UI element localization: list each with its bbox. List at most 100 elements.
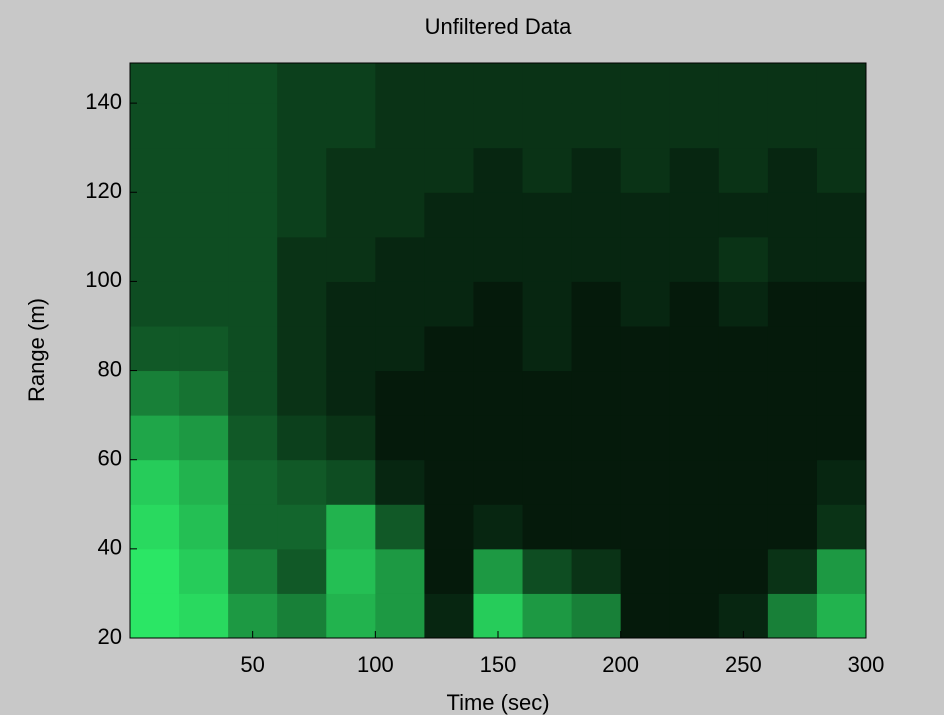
cell [375, 281, 425, 327]
cell [424, 593, 474, 638]
cell [375, 63, 425, 104]
x-tick-label: 300 [848, 652, 885, 677]
cell [571, 192, 622, 238]
cell [522, 548, 573, 594]
x-tick-label: 150 [480, 652, 517, 677]
cell [718, 504, 769, 550]
cell [326, 103, 376, 149]
cell [277, 103, 327, 149]
cell [424, 415, 474, 461]
chart-title: Unfiltered Data [425, 14, 573, 39]
cell [620, 192, 671, 238]
cell [228, 415, 278, 461]
cell [522, 370, 573, 416]
cell [228, 548, 278, 594]
cell [718, 325, 769, 372]
cell [473, 192, 524, 238]
cell [277, 459, 327, 505]
cell [424, 63, 474, 104]
cell [424, 459, 474, 505]
cell [277, 593, 327, 638]
cell [718, 459, 769, 505]
cell [179, 63, 229, 104]
cell [375, 236, 425, 282]
cell [228, 281, 278, 327]
cell [130, 504, 180, 550]
cell [375, 415, 425, 461]
cell [473, 459, 524, 505]
cell [130, 103, 180, 149]
cell [669, 147, 720, 193]
cell [277, 548, 327, 594]
cell [816, 548, 866, 594]
cell [620, 370, 671, 416]
cell [522, 147, 573, 193]
cell [816, 459, 866, 505]
cell [228, 236, 278, 282]
cell [326, 548, 376, 594]
y-tick-label: 120 [85, 178, 122, 203]
cell [767, 103, 818, 149]
cell [228, 147, 278, 193]
cell [473, 281, 524, 327]
cell [522, 103, 573, 149]
cell [326, 504, 376, 550]
cell [718, 370, 769, 416]
cell [277, 147, 327, 193]
cell [424, 236, 474, 282]
cell [767, 192, 818, 238]
cell [767, 63, 818, 104]
cell [767, 370, 818, 416]
cell [375, 593, 425, 638]
cell [816, 147, 866, 193]
cell [228, 593, 278, 638]
cell [424, 504, 474, 550]
cell [326, 415, 376, 461]
cell [473, 103, 524, 149]
cell [718, 281, 769, 327]
cell [228, 192, 278, 238]
x-tick-label: 250 [725, 652, 762, 677]
cell [767, 459, 818, 505]
cell [767, 504, 818, 550]
y-tick-label: 20 [98, 624, 122, 649]
cell [718, 103, 769, 149]
cell [669, 192, 720, 238]
cell [277, 415, 327, 461]
cell [326, 236, 376, 282]
cell [620, 548, 671, 594]
cell [571, 415, 622, 461]
cell [228, 63, 278, 104]
cell [522, 325, 573, 372]
cell [277, 236, 327, 282]
cell [277, 504, 327, 550]
cell [130, 415, 180, 461]
cell [228, 103, 278, 149]
cell [620, 147, 671, 193]
cell [571, 459, 622, 505]
cell [767, 147, 818, 193]
cell [277, 192, 327, 238]
cell [669, 103, 720, 149]
cell [179, 103, 229, 149]
cell [620, 593, 671, 638]
y-tick-label: 40 [98, 535, 122, 560]
cell [424, 103, 474, 149]
cell [473, 370, 524, 416]
cell [571, 593, 622, 638]
cell [130, 459, 180, 505]
cell [620, 459, 671, 505]
cell [473, 236, 524, 282]
cell [669, 548, 720, 594]
cell [816, 103, 866, 149]
cell [179, 548, 229, 594]
cell [669, 459, 720, 505]
cell [179, 147, 229, 193]
cell [522, 593, 573, 638]
y-axis-label: Range (m) [24, 298, 49, 402]
cell [179, 192, 229, 238]
cell [326, 147, 376, 193]
cell [816, 593, 866, 638]
cell [522, 415, 573, 461]
cell [571, 504, 622, 550]
